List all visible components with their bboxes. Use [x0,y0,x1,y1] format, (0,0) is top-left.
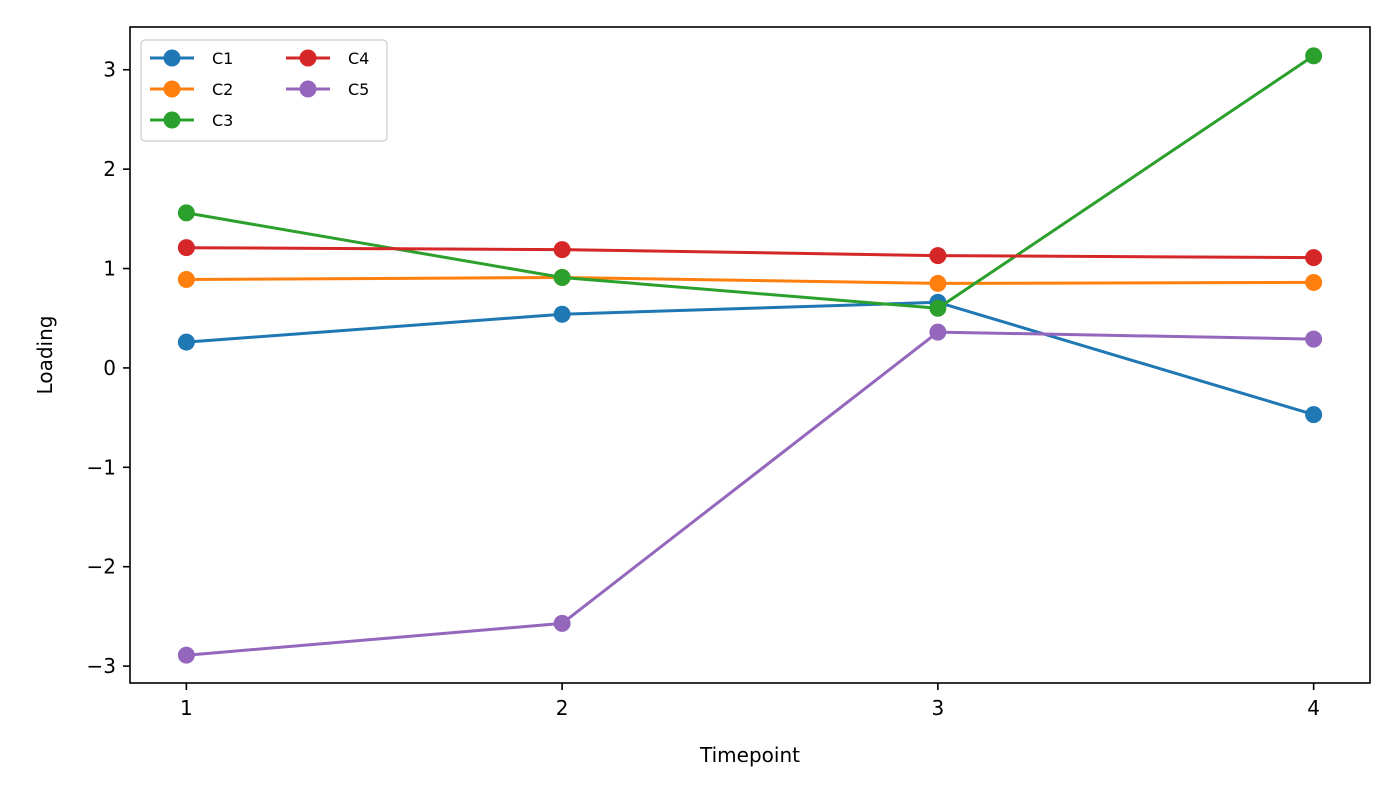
data-point [553,305,571,323]
y-tick-label: −2 [87,555,116,579]
data-point [553,241,571,259]
data-point [929,247,947,265]
data-point [553,268,571,286]
legend-item-c5: C5 [286,80,369,99]
legend-item-c2: C2 [150,80,233,99]
legend: C1 C2 C3 C4 C5 [140,39,388,142]
data-point [553,614,571,632]
legend-box [140,39,388,142]
data-point [177,646,195,664]
legend-marker [299,49,317,67]
y-tick-label: −3 [87,654,116,678]
legend-item-c1: C1 [150,49,233,68]
series-c4 [177,239,1323,267]
y-tick-label: 0 [103,356,116,380]
series-line [186,330,1314,657]
legend-item-c4: C4 [286,49,369,68]
y-axis: −3 −2 −1 0 1 2 3 [87,58,130,678]
data-point [1305,47,1323,65]
series-line [186,300,1315,417]
data-point [1305,330,1323,348]
series-line [186,276,1314,285]
data-point [1305,406,1323,424]
x-axis-title: Timepoint [699,743,800,767]
data-point [929,274,947,292]
x-tick-label: 4 [1307,696,1320,720]
data-point [1305,273,1323,291]
data-point [929,323,947,341]
data-point [177,333,195,351]
y-tick-label: −1 [87,455,116,479]
y-axis-title: Loading [33,316,57,395]
data-point [929,299,947,317]
series-c3 [177,47,1323,317]
y-tick-label: 1 [103,257,116,281]
legend-marker [163,80,181,98]
y-tick-label: 2 [103,157,116,181]
series-layer [177,47,1323,664]
legend-marker [299,80,317,98]
data-point [1305,249,1323,267]
data-point [177,239,195,257]
x-tick-label: 1 [180,696,193,720]
legend-label: C4 [348,49,369,68]
legend-marker [163,111,181,129]
legend-label: C5 [348,80,369,99]
legend-marker [163,49,181,67]
legend-label: C3 [212,111,233,130]
series-line [186,246,1314,260]
data-point [177,204,195,222]
x-tick-label: 3 [932,696,945,720]
legend-label: C2 [212,80,233,99]
legend-label: C1 [212,49,233,68]
series-c5 [177,323,1323,664]
x-axis: 1 2 3 4 [180,683,1320,720]
legend-item-c3: C3 [150,111,233,130]
plot-frame [129,26,1371,684]
x-tick-label: 2 [556,696,569,720]
y-tick-label: 3 [103,58,116,82]
data-point [177,270,195,288]
series-line [186,54,1315,310]
